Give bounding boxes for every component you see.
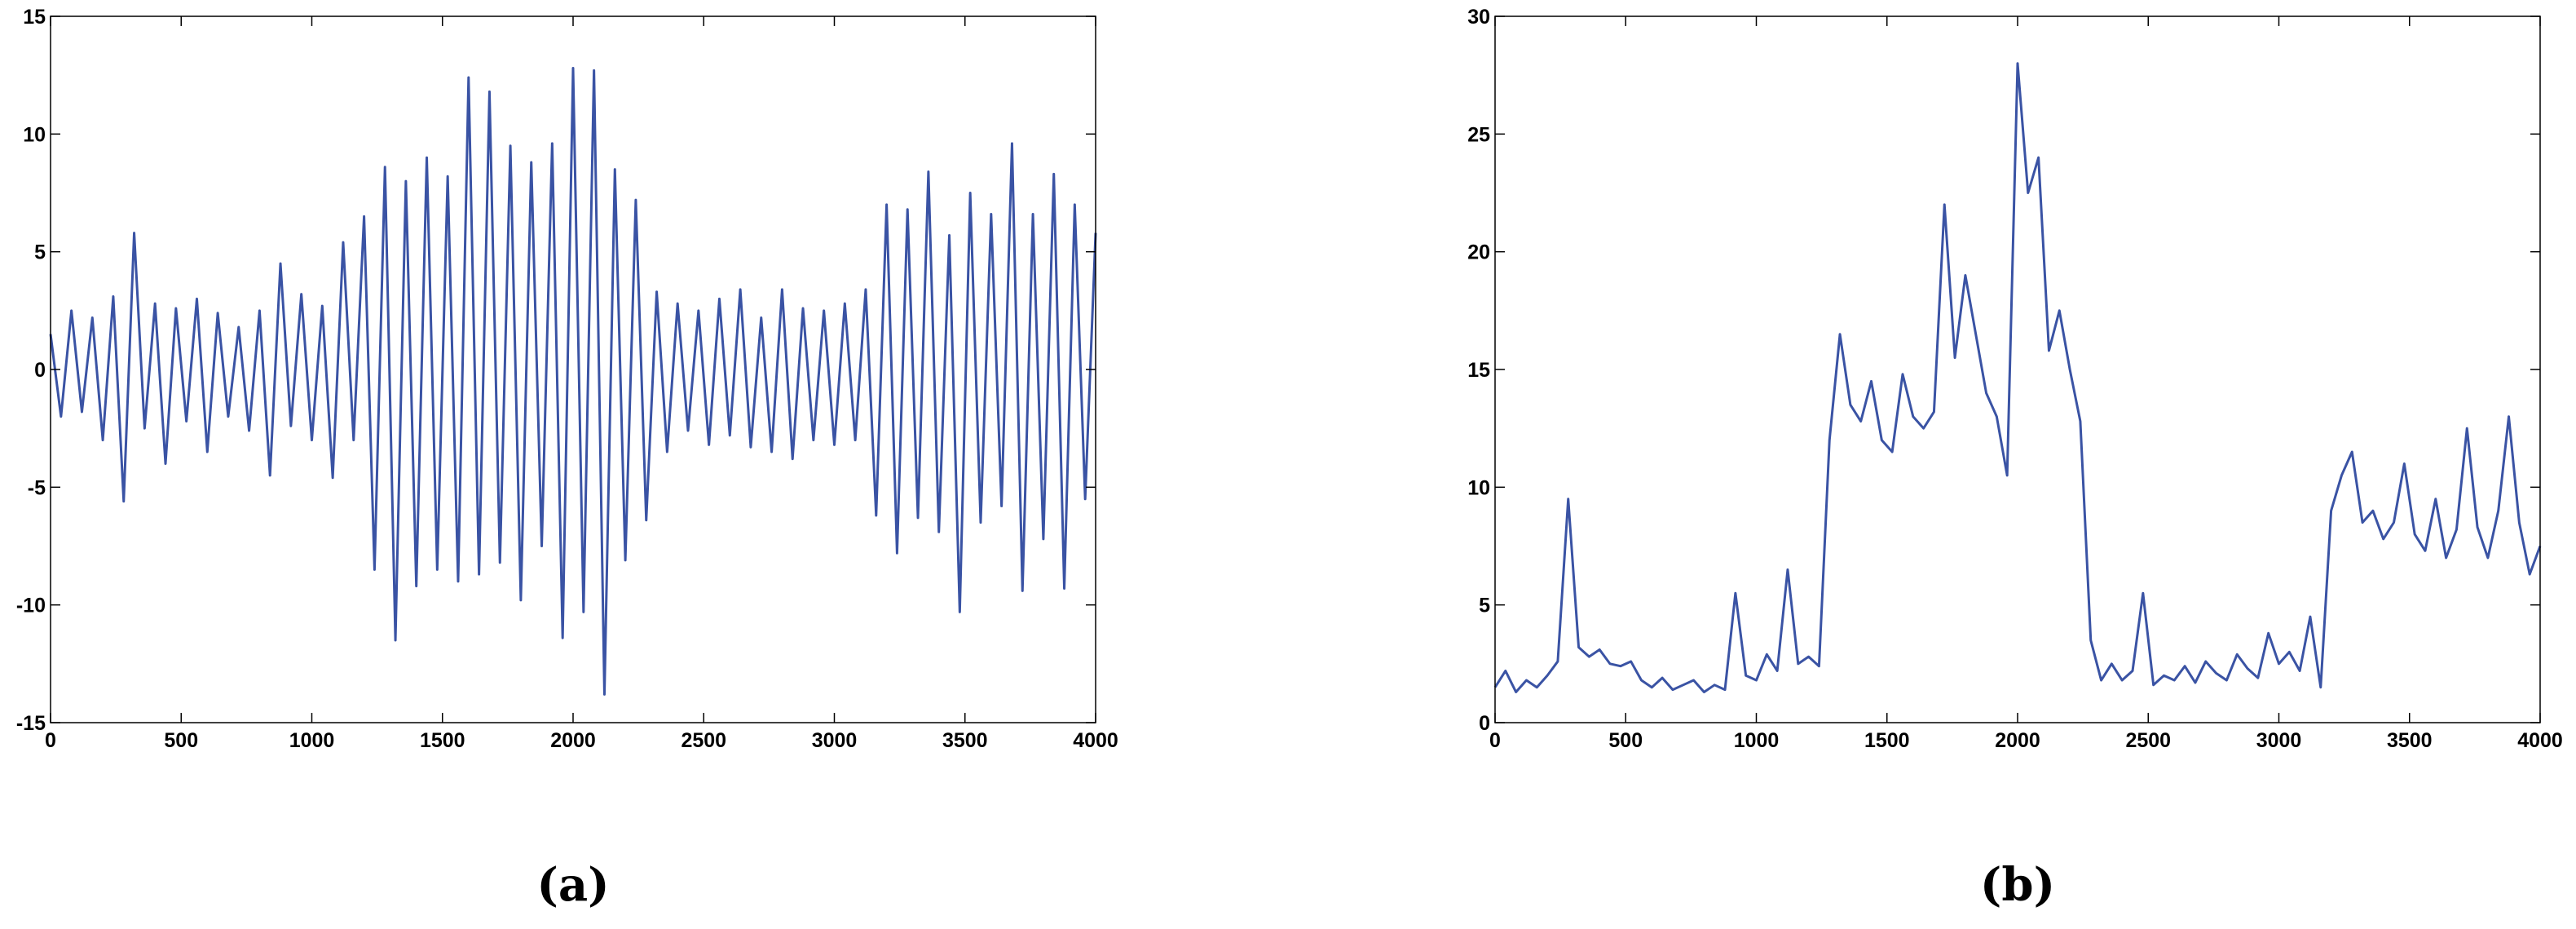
x-tick-label: 2000 (550, 729, 596, 752)
y-tick-label: 30 (1467, 6, 1490, 29)
plot-area (1495, 16, 2540, 723)
x-tick-label: 0 (45, 729, 56, 752)
x-tick-label: 1000 (289, 729, 335, 752)
y-tick-label: 15 (23, 6, 46, 29)
x-tick-label: 3000 (2256, 729, 2302, 752)
y-tick-label: 10 (1467, 476, 1490, 499)
x-tick-label: 1000 (1734, 729, 1780, 752)
y-tick-label: 5 (34, 241, 46, 264)
y-tick-label: 0 (34, 359, 46, 382)
y-tick-label: 25 (1467, 123, 1490, 146)
y-tick-label: 10 (23, 123, 46, 146)
x-tick-label: 3500 (2387, 729, 2433, 752)
y-tick-label: 0 (1479, 712, 1490, 735)
data-line (49, 67, 1097, 696)
x-tick-label: 1500 (420, 729, 465, 752)
y-tick-label: -15 (16, 712, 46, 735)
y-tick-label: 5 (1479, 595, 1490, 617)
x-tick-label: 4000 (1073, 729, 1118, 752)
x-tick-label: 3500 (942, 729, 988, 752)
x-tick-label: 2500 (681, 729, 726, 752)
y-tick-label: -10 (16, 595, 46, 617)
data-line (1493, 62, 2542, 693)
x-tick-label: 3000 (812, 729, 858, 752)
caption: (a) (536, 858, 609, 912)
x-tick-label: 2500 (2125, 729, 2171, 752)
x-tick-label: 500 (164, 729, 198, 752)
y-tick-label: 15 (1467, 359, 1490, 382)
x-tick-label: 0 (1489, 729, 1501, 752)
y-tick-label: -5 (28, 476, 46, 499)
y-tick-label: 20 (1467, 241, 1490, 264)
x-tick-label: 4000 (2517, 729, 2563, 752)
x-tick-label: 1500 (1864, 729, 1910, 752)
x-tick-label: 2000 (1995, 729, 2040, 752)
caption: (b) (1980, 858, 2055, 912)
x-tick-label: 500 (1608, 729, 1643, 752)
